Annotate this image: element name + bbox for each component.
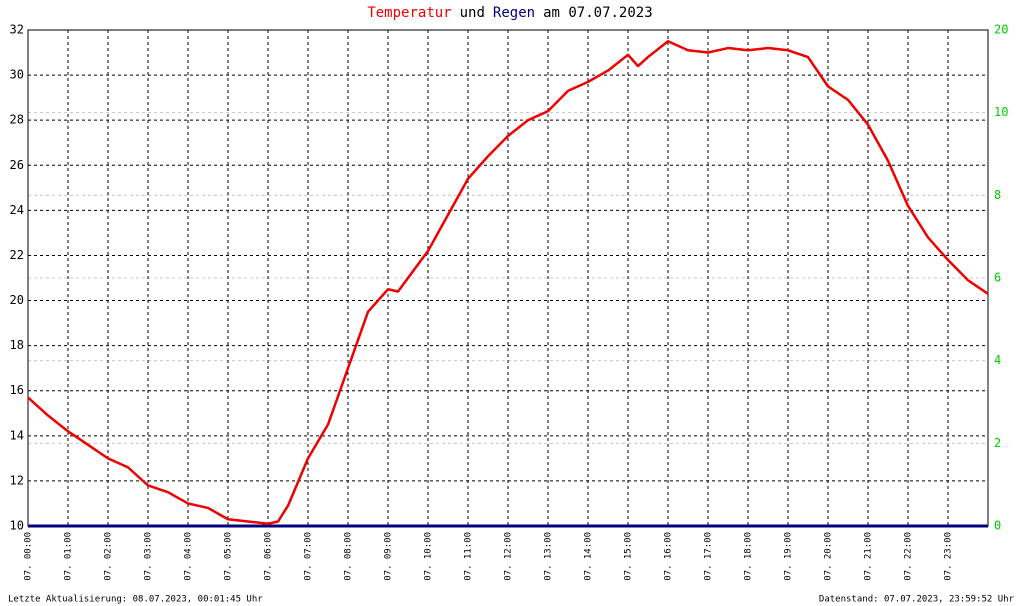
x-tick-label: 07. 15:00 bbox=[624, 532, 634, 581]
y2-tick-label: 8 bbox=[994, 188, 1001, 202]
x-tick-label: 07. 09:00 bbox=[384, 532, 394, 581]
x-tick-label: 07. 02:00 bbox=[104, 532, 114, 581]
x-tick-label: 07. 21:00 bbox=[864, 532, 874, 581]
y-tick-label: 12 bbox=[10, 473, 24, 487]
y-tick-label: 24 bbox=[10, 203, 24, 217]
y2-top-label: 20 bbox=[994, 23, 1008, 37]
y-tick-label: 30 bbox=[10, 68, 24, 82]
y2-tick-label: 2 bbox=[994, 436, 1001, 450]
y-tick-label: 26 bbox=[10, 158, 24, 172]
y2-tick-label: 6 bbox=[994, 271, 1001, 285]
x-tick-label: 07. 01:00 bbox=[64, 532, 74, 581]
x-tick-label: 07. 22:00 bbox=[904, 532, 914, 581]
x-tick-label: 07. 18:00 bbox=[744, 532, 754, 581]
title-part: und bbox=[460, 5, 485, 21]
x-tick-label: 07. 17:00 bbox=[704, 532, 714, 581]
y-tick-label: 20 bbox=[10, 293, 24, 307]
x-tick-label: 07. 12:00 bbox=[504, 532, 514, 581]
y2-tick-label: 10 bbox=[994, 105, 1008, 119]
y-tick-label: 10 bbox=[10, 519, 24, 533]
x-tick-label: 07. 06:00 bbox=[264, 532, 274, 581]
x-tick-label: 07. 16:00 bbox=[664, 532, 674, 581]
title-part: Temperatur bbox=[367, 5, 451, 21]
x-tick-label: 07. 20:00 bbox=[824, 532, 834, 581]
title-part: Regen bbox=[493, 5, 535, 21]
x-tick-label: 07. 08:00 bbox=[344, 532, 354, 581]
y2-tick-label: 0 bbox=[994, 519, 1001, 533]
series-line bbox=[27, 40, 989, 525]
x-tick-label: 07. 14:00 bbox=[584, 532, 594, 581]
footer-right: Datenstand: 07.07.2023, 23:59:52 Uhr bbox=[819, 595, 1015, 605]
y-tick-label: 28 bbox=[10, 113, 24, 127]
x-tick-label: 07. 04:00 bbox=[184, 532, 194, 581]
y-tick-label: 32 bbox=[10, 23, 24, 37]
x-tick-label: 07. 05:00 bbox=[224, 532, 234, 581]
x-tick-label: 07. 23:00 bbox=[944, 532, 954, 581]
chart-title: Temperatur und Regen am 07.07.2023 bbox=[367, 5, 652, 21]
x-tick-label: 07. 03:00 bbox=[144, 532, 154, 581]
x-tick-label: 07. 13:00 bbox=[544, 532, 554, 581]
y-tick-label: 18 bbox=[10, 338, 24, 352]
x-tick-label: 07. 07:00 bbox=[304, 532, 314, 581]
x-tick-label: 07. 00:00 bbox=[24, 532, 34, 581]
y2-tick-label: 4 bbox=[994, 353, 1001, 367]
x-tick-label: 07. 11:00 bbox=[464, 532, 474, 581]
y-tick-label: 22 bbox=[10, 248, 24, 262]
title-text: Temperatur und Regen am 07.07.2023 bbox=[367, 5, 652, 21]
y-tick-label: 16 bbox=[10, 383, 24, 397]
y-tick-label: 14 bbox=[10, 428, 24, 442]
title-part: am 07.07.2023 bbox=[543, 5, 653, 21]
x-tick-label: 07. 19:00 bbox=[784, 532, 794, 581]
x-tick-label: 07. 10:00 bbox=[424, 532, 434, 581]
footer-left: Letzte Aktualisierung: 08.07.2023, 00:01… bbox=[8, 595, 263, 605]
